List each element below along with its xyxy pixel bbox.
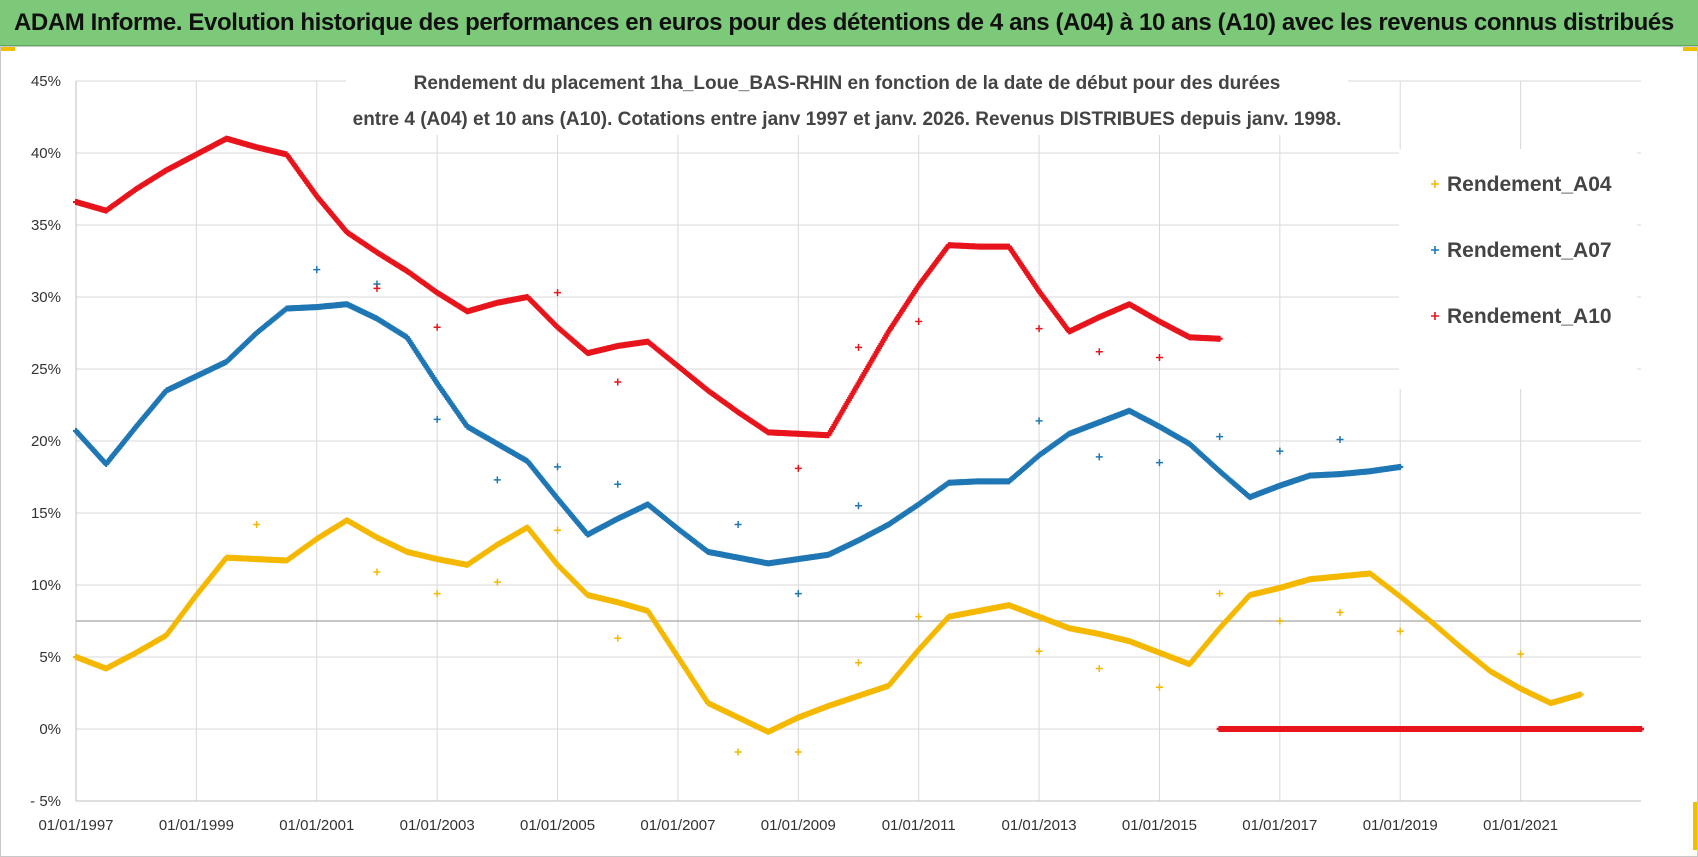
outlier-point-a04 (1517, 650, 1525, 658)
y-tick-label: 10% (31, 577, 61, 594)
point-a04 (1577, 691, 1584, 698)
outlier-point-a07 (1216, 433, 1224, 441)
outlier-point-a10 (915, 317, 923, 325)
outlier-point-a07 (1276, 447, 1284, 455)
outlier-point-a07 (1155, 459, 1163, 467)
y-tick-label: 5% (39, 649, 61, 666)
report-banner-title: ADAM Informe. Evolution historique des p… (0, 0, 1698, 46)
outlier-point-a04 (915, 613, 923, 621)
x-tick-label: 01/01/2021 (1483, 817, 1558, 834)
y-tick-label: 20% (31, 433, 61, 450)
y-tick-label: 45% (31, 73, 61, 90)
outlier-point-a10 (373, 284, 381, 292)
outlier-point-a04 (1095, 665, 1103, 673)
x-tick-label: 01/01/2003 (400, 817, 475, 834)
y-tick-label: 40% (31, 145, 61, 162)
outlier-point-a04 (734, 748, 742, 756)
outlier-point-a07 (794, 590, 802, 598)
point-a07 (1397, 463, 1404, 470)
legend-label-a07: Rendement_A07 (1447, 239, 1612, 262)
axes: - 5% 0% 5% 10% 15% 20% 25% 30% 35% 40% 45% 01/01/19… (30, 73, 1641, 834)
outlier-point-a04 (1396, 627, 1404, 635)
outlier-point-a04 (433, 590, 441, 598)
chart-title-line-2: entre 4 (A04) et 10 ans (A10). Cotations… (353, 109, 1342, 130)
legend-label-a04: Rendement_A04 (1447, 173, 1612, 196)
x-tick-label: 01/01/2019 (1363, 817, 1438, 834)
outlier-point-a10 (855, 343, 862, 351)
chart-frame: - 5% 0% 5% 10% 15% 20% 25% 30% 35% 40% 45% 01/01/19… (0, 46, 1698, 857)
x-tick-label: 01/01/2015 (1122, 817, 1197, 834)
y-tick-label: 25% (31, 361, 61, 378)
y-tick-label: 15% (31, 505, 61, 522)
outlier-point-a10 (794, 464, 802, 472)
outlier-point-a10 (1155, 353, 1163, 361)
chart-title-background (346, 63, 1348, 135)
data-series (73, 135, 1644, 756)
x-tick-label: 01/01/1997 (38, 817, 113, 834)
outlier-point-a10 (433, 323, 441, 331)
x-tick-label: 01/01/2005 (520, 817, 595, 834)
outlier-point-a04 (1035, 647, 1043, 655)
outlier-point-a04 (1216, 590, 1224, 598)
outlier-point-a07 (433, 415, 441, 423)
outlier-point-a07 (734, 521, 742, 529)
series-a07 (73, 266, 1404, 598)
outlier-point-a07 (1095, 453, 1103, 461)
outlier-point-a04 (1276, 617, 1284, 625)
x-tick-label: 01/01/2011 (882, 817, 956, 834)
x-tick-label: 01/01/2001 (279, 817, 354, 834)
outlier-point-a07 (493, 476, 501, 484)
outlier-point-a04 (373, 568, 381, 576)
outlier-point-a07 (614, 480, 622, 488)
corner-accent-bottom-right (1693, 802, 1697, 850)
outlier-point-a07 (313, 266, 321, 274)
outlier-point-a07 (1336, 436, 1344, 444)
yield-chart: - 5% 0% 5% 10% 15% 20% 25% 30% 35% 40% 45% 01/01/19… (30, 63, 1644, 834)
outlier-point-a07 (855, 502, 862, 510)
x-tick-label: 01/01/2009 (761, 817, 836, 834)
chart-title: Rendement du placement 1ha_Loue_BAS-RHIN… (346, 63, 1348, 135)
outlier-point-a04 (855, 659, 862, 667)
chart-title-line-1: Rendement du placement 1ha_Loue_BAS-RHIN… (414, 73, 1281, 94)
outlier-point-a04 (493, 578, 501, 586)
corner-accent-top-right (1683, 47, 1697, 51)
outlier-point-a10 (1095, 348, 1103, 356)
x-tick-label: 01/01/2017 (1242, 817, 1317, 834)
corner-accent-top-left (1, 47, 15, 51)
outlier-point-a04 (794, 748, 802, 756)
chart-legend: Rendement_A04 Rendement_A07 Rendement_A10 (1399, 149, 1637, 389)
y-tick-label: 0% (39, 721, 61, 738)
outlier-point-a04 (614, 634, 622, 642)
x-tick-label: 01/01/1999 (159, 817, 234, 834)
y-tick-label: - 5% (30, 793, 61, 810)
outlier-point-a10 (614, 378, 622, 386)
outlier-point-a04 (253, 521, 261, 529)
outlier-point-a07 (1035, 417, 1043, 425)
outlier-point-a07 (554, 463, 562, 471)
outlier-point-a04 (1336, 608, 1344, 616)
outlier-point-a10 (554, 289, 562, 297)
y-tick-label: 35% (31, 217, 61, 234)
legend-label-a10: Rendement_A10 (1447, 305, 1612, 328)
outlier-point-a10 (1035, 325, 1043, 333)
outlier-point-a04 (1155, 683, 1163, 691)
series-a04 (73, 517, 1584, 756)
outlier-point-a04 (554, 526, 562, 534)
x-tick-label: 01/01/2007 (640, 817, 715, 834)
y-tick-label: 30% (31, 289, 61, 306)
series-a10 (73, 135, 1644, 732)
x-tick-label: 01/01/2013 (1002, 817, 1077, 834)
